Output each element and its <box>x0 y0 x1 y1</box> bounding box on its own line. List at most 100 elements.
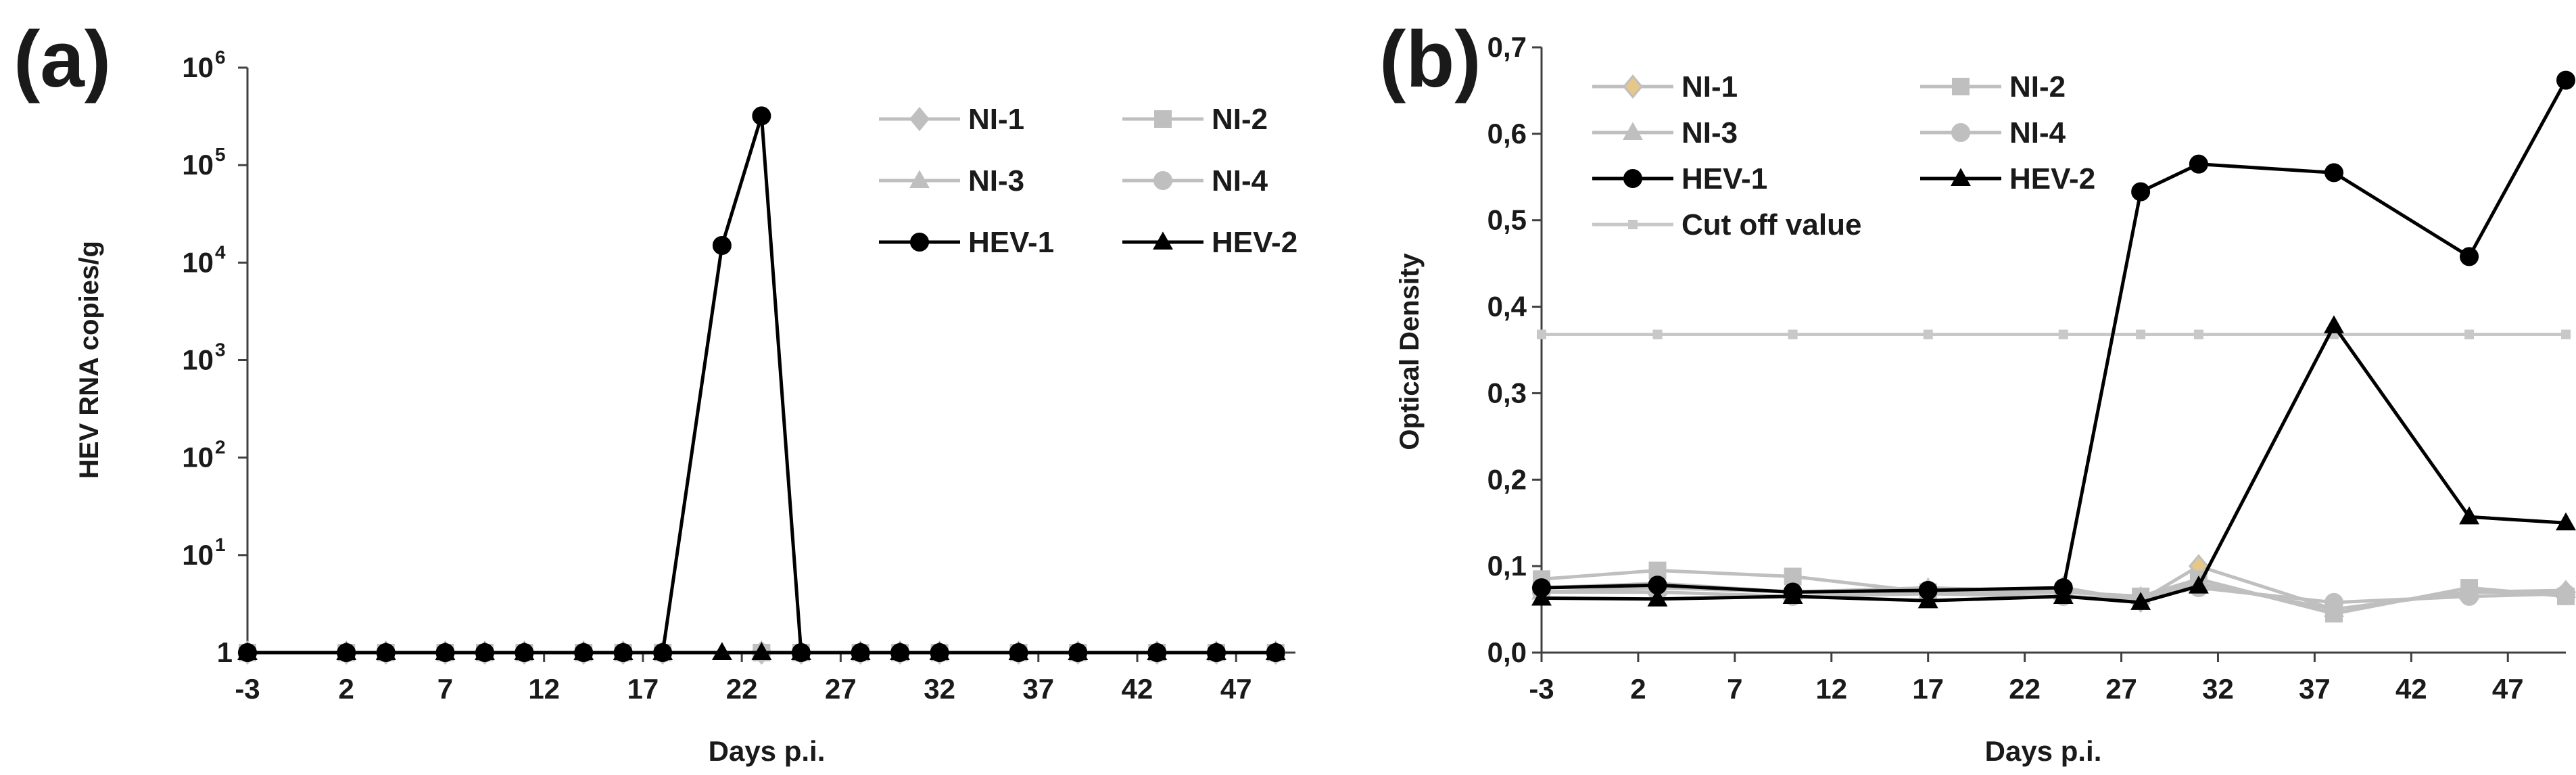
panel-b-series-cut-off-value-point <box>2058 329 2068 339</box>
panel-a-series-hev-2-point <box>1147 642 1168 661</box>
panel-a-legend-ni-2: NI-2 <box>1122 103 1268 136</box>
panel-a-legend-hev-1-label: HEV-1 <box>968 226 1054 259</box>
panel-a-ytick-exponent: 6 <box>215 47 226 68</box>
panel-b-label: (b) <box>1379 15 1481 104</box>
panel-a-series-hev-2-point <box>1265 642 1286 661</box>
panel-a-legend-ni-3-swatch-marker <box>909 170 930 189</box>
panel-b-ytick-label: 0,5 <box>1487 204 1527 236</box>
panel-b-legend-ni-1-swatch-marker <box>1623 74 1643 99</box>
panel-b-series-ni-4-line <box>1542 586 2567 605</box>
panel-a-series-hev-2-point <box>652 642 673 661</box>
panel-b-ytick-label: 0,0 <box>1487 636 1527 668</box>
panel-b-series-ni-4-point <box>2556 584 2575 604</box>
panel-b-series-cut-off-value-point <box>2193 329 2203 339</box>
panel-a-xlabel: Days p.i. <box>709 735 826 767</box>
panel-b-series-ni-4-point <box>2324 592 2343 612</box>
panel-b-series-hev-2-point <box>2459 506 2480 525</box>
panel-a-series-hev-2-point <box>613 642 634 661</box>
panel-a-legend: NI-1 NI-2 NI-3 NI-4 HEV-1 HEV-2 <box>879 103 1297 259</box>
panel-a-series-hev-2-point <box>890 642 911 661</box>
panel-a-legend-ni-1-swatch-marker <box>909 107 930 131</box>
panel-a-ytick-exponent: 4 <box>215 241 226 262</box>
panel-b-legend-hev-1: HEV-1 <box>1592 162 1767 195</box>
panel-a-xtick-label: 42 <box>1122 673 1153 705</box>
panel-a-legend-hev-1-swatch-marker <box>910 233 929 252</box>
panel-a-series-hev-2-point <box>573 642 594 661</box>
panel-a-series-hev-1 <box>238 106 1285 662</box>
panel-b-legend-ni-3: NI-3 <box>1592 116 1738 149</box>
panel-a-xtick-label: 27 <box>825 673 857 705</box>
panel-b-series-hev-1-point <box>2324 163 2343 183</box>
panel-b-series-hev-1-point <box>2556 70 2575 90</box>
panel-b: (b) Optical Density Days p.i. 0,0 0,1 0,2 0… <box>1379 15 2576 767</box>
panel-a-series-hev-2-point <box>237 642 258 661</box>
panel-b-legend-ni-4: NI-4 <box>1920 116 2066 149</box>
panel-b-series-hev-2-point <box>2324 315 2344 333</box>
panel-a-legend-ni-3-label: NI-3 <box>968 164 1024 197</box>
panel-b-xtick-label: 27 <box>2105 673 2137 705</box>
panel-b-xtick-label: 42 <box>2395 673 2427 705</box>
panel-b-series-ni-4-point <box>2460 586 2479 606</box>
panel-b-series-hev-1-point <box>2131 182 2151 202</box>
panel-b-xtick-label: 7 <box>1727 673 1742 705</box>
panel-b-legend-ni-3-label: NI-3 <box>1681 116 1738 149</box>
panel-a-series-hev-1-line <box>247 114 1276 655</box>
panel-b-xtick-label: 17 <box>1912 673 1944 705</box>
panel-a-label: (a) <box>14 15 111 104</box>
panel-a-series-hev-1-point <box>712 235 732 255</box>
panel-b-ytick-label: 0,3 <box>1487 377 1527 408</box>
panel-a-legend-ni-4: NI-4 <box>1122 164 1268 197</box>
panel-b-xtick-label: 12 <box>1815 673 1847 705</box>
panel-b-legend-hev-1-label: HEV-1 <box>1681 162 1767 195</box>
panel-b-legend-ni-3-swatch-marker <box>1623 122 1643 141</box>
panel-a-series-hev-2-point <box>375 642 396 661</box>
panel-b-xtick-label: 2 <box>1630 673 1646 705</box>
panel-b-series-hev-2-point <box>1782 586 1803 604</box>
panel-b-ytick-label: 0,1 <box>1487 550 1527 582</box>
panel-a-ytick-label: 10 <box>182 539 214 571</box>
panel-a-legend-hev-2: HEV-2 <box>1122 226 1297 259</box>
panel-a-series-hev-2-point <box>336 642 357 661</box>
panel-b-series-cut-off-value-point <box>2561 329 2571 339</box>
panel-a-series-hev-2-point <box>711 642 732 661</box>
panel-b-legend-cut-off-value-label: Cut off value <box>1681 208 1861 241</box>
panel-b-legend-cut-off-value: Cut off value <box>1592 208 1861 241</box>
panel-b-series <box>1531 70 2576 623</box>
panel-b-series-hev-2-line <box>1541 324 2567 605</box>
panel-b-series-hev-1-line <box>1541 79 2568 594</box>
panel-b-legend-ni-2-label: NI-2 <box>2009 70 2066 103</box>
panel-a-series-hev-2-point <box>474 642 495 661</box>
panel-b-xtick-label: -3 <box>1529 673 1554 705</box>
panel-b-ylabel: Optical Density <box>1395 253 1425 450</box>
panel-b-series-cut-off-value-point <box>1652 329 1663 339</box>
panel-a-ytick-label: 10 <box>182 246 214 278</box>
panel-a-series-hev-2-point <box>1008 642 1029 661</box>
panel-b-legend-ni-1: NI-1 <box>1592 70 1738 103</box>
panel-a-series-hev-1-point <box>752 106 771 126</box>
panel-b-xtick-label: 32 <box>2202 673 2234 705</box>
panel-a-ytick-exponent: 3 <box>215 339 226 360</box>
panel-a-ylabel: HEV RNA copies/g <box>74 241 104 479</box>
panel-a-legend-ni-2-label: NI-2 <box>1212 103 1268 136</box>
panel-a-ytick-label: 10 <box>182 344 214 376</box>
panel-b-series-hev-2-point <box>1531 587 1552 606</box>
panel-a-xtick-label: 17 <box>627 673 659 705</box>
panel-b-series-cut-off-value-point <box>1788 329 1798 339</box>
panel-a-ytick-exponent: 1 <box>215 534 226 555</box>
panel-a-series-hev-2-point <box>1068 642 1089 661</box>
panel-b-legend-hev-1-swatch-marker <box>1623 169 1642 188</box>
panel-a-series-hev-2-point <box>790 642 811 661</box>
panel-a-legend-ni-1: NI-1 <box>879 103 1024 136</box>
panel-a-ytick-exponent: 5 <box>215 144 226 165</box>
panel-a-legend-hev-1: HEV-1 <box>879 226 1054 259</box>
panel-a-ytick-exponent: 2 <box>215 437 226 458</box>
panel-b-legend-ni-4-label: NI-4 <box>2009 116 2066 149</box>
panel-b-legend-ni-4-swatch-marker <box>1951 123 1970 142</box>
panel-b-xtick-label: 37 <box>2299 673 2331 705</box>
panel-b-xtick-label: 22 <box>2009 673 2041 705</box>
panel-a-legend-ni-2-swatch-marker <box>1154 110 1172 128</box>
panel-b-axes: 0,00,10,20,30,40,50,60,7-3 2 7 12 17 22 27 32 37… <box>1487 31 2566 705</box>
panel-a-series <box>237 106 1286 665</box>
panel-a-series-hev-2-point <box>850 642 871 661</box>
